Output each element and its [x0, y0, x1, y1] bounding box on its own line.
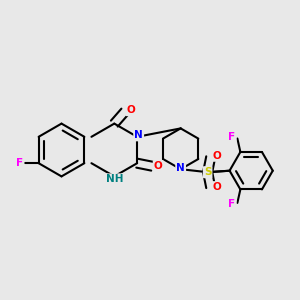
Text: F: F — [228, 199, 236, 208]
Text: F: F — [228, 132, 236, 142]
Text: O: O — [154, 161, 163, 171]
Text: O: O — [126, 105, 135, 115]
Text: N: N — [176, 163, 185, 173]
Text: F: F — [16, 158, 23, 168]
Text: S: S — [204, 167, 212, 177]
Text: O: O — [212, 182, 221, 192]
Text: N: N — [134, 130, 143, 140]
Text: NH: NH — [106, 174, 123, 184]
Text: O: O — [212, 151, 221, 161]
